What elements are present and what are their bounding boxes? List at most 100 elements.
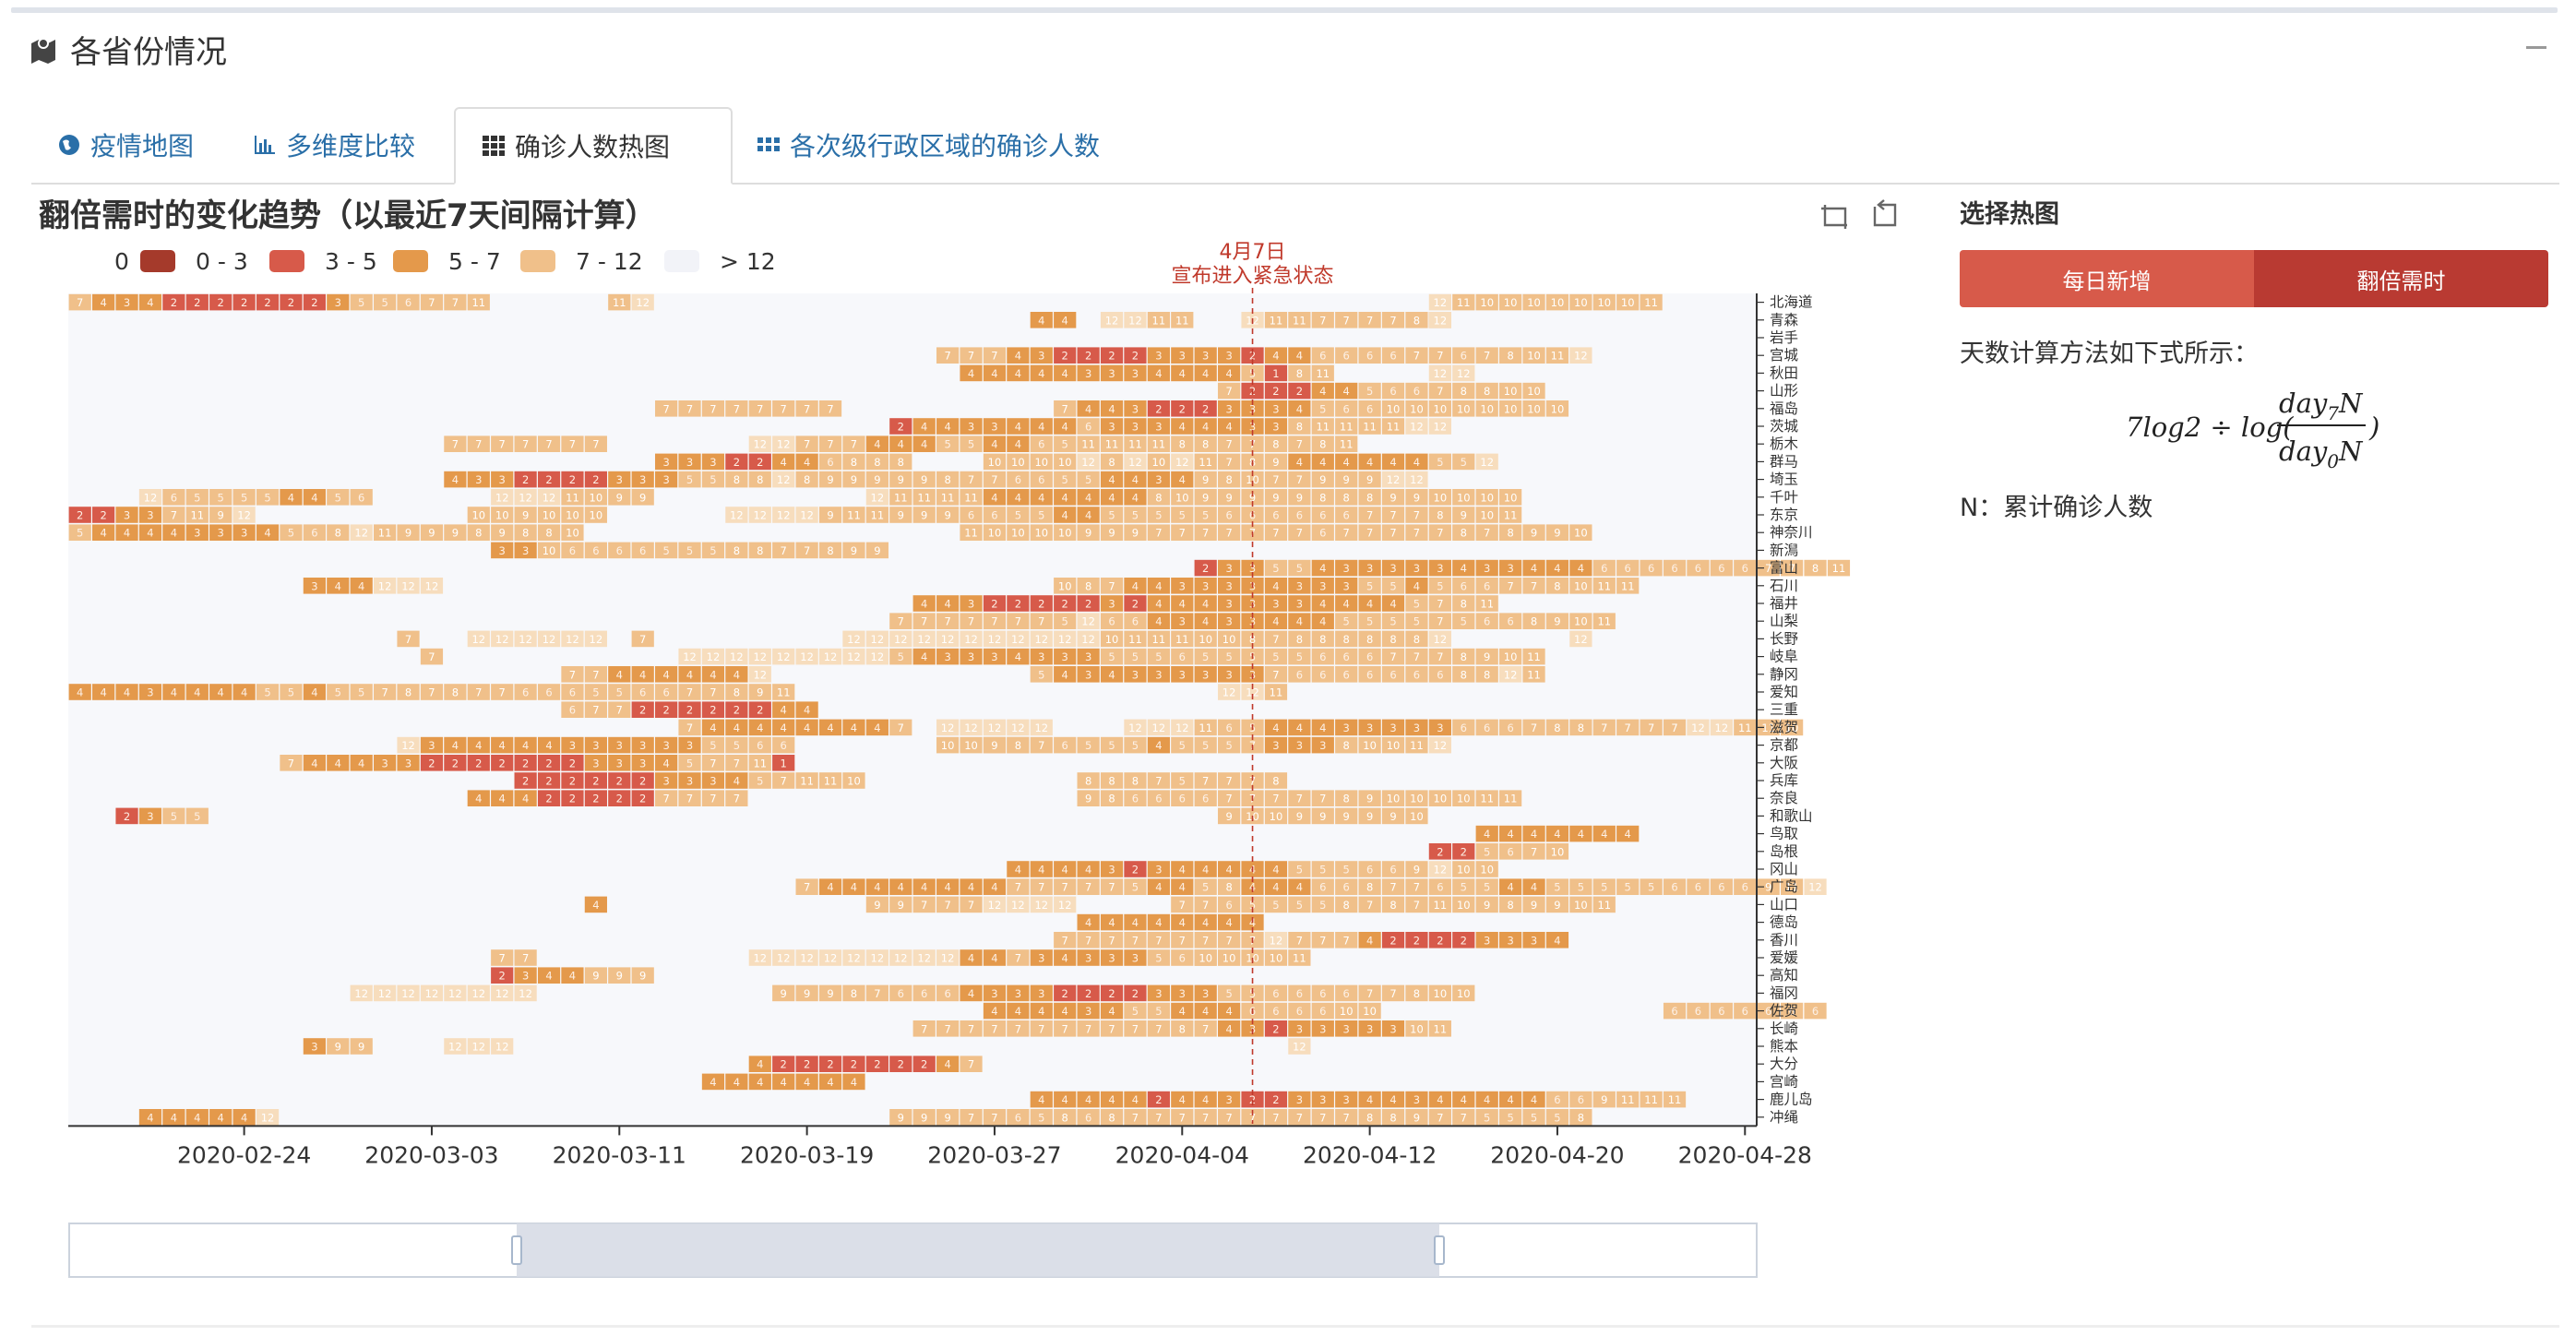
cell-label: 5 (1155, 509, 1162, 522)
cell-label: 3 (1319, 1093, 1326, 1106)
heatmap-cell (1100, 489, 1124, 506)
heatmap-cell (1640, 559, 1663, 577)
heatmap-cell (1124, 648, 1147, 665)
doubling-time-button[interactable]: 翻倍需时 (2254, 250, 2548, 307)
tab-heatmap[interactable]: 确诊人数热图 (454, 107, 733, 185)
cell-label: 8 (1319, 438, 1326, 451)
cell-label: 4 (335, 757, 341, 769)
cell-label: 4 (921, 438, 927, 451)
cell-label: 7 (1225, 527, 1232, 540)
cell-label: 2 (1062, 598, 1068, 611)
daily-new-button[interactable]: 每日新增 (1960, 250, 2254, 307)
heatmap-cell (1781, 559, 1804, 577)
heatmap-cell (818, 400, 842, 417)
cell-label: 4 (1155, 598, 1162, 611)
heatmap-cell (138, 293, 162, 311)
cell-label: 7 (1038, 615, 1044, 628)
cell-label: 10 (590, 491, 603, 504)
cell-label: 12 (941, 952, 955, 965)
heatmap-cell (1475, 347, 1498, 364)
heatmap-cell (1405, 648, 1428, 665)
cell-label: 6 (1319, 881, 1326, 894)
heatmap-cell (983, 507, 1007, 523)
y-tick-label: 富山 (1770, 560, 1798, 577)
cell-label: 8 (1461, 385, 1467, 398)
heatmap-cell (491, 630, 514, 648)
collapse-button[interactable] (2526, 28, 2550, 65)
cell-label: 4 (1366, 1093, 1373, 1106)
cell-label: 3 (1343, 1093, 1350, 1106)
cell-label: 10 (1222, 633, 1236, 646)
cell-label: 7 (968, 350, 974, 363)
zoom-reset-icon[interactable] (1873, 199, 1897, 227)
cell-label: 12 (495, 633, 509, 646)
heatmap-cell (561, 489, 584, 506)
cell-label: 6 (1272, 1005, 1279, 1018)
cell-label: 4 (851, 881, 857, 894)
heatmap-cell (1405, 347, 1428, 364)
cell-label: 7 (710, 402, 716, 415)
cell-label: 11 (1480, 793, 1494, 805)
heatmap-cell (983, 418, 1007, 435)
heatmap-cell (1171, 418, 1194, 435)
heatmap-cell (1077, 648, 1100, 665)
cell-label: 4 (1085, 402, 1091, 415)
cell-label: 11 (1199, 722, 1212, 734)
heatmap-cell (983, 648, 1007, 665)
cell-label: 8 (522, 527, 529, 540)
zoom-select-icon[interactable] (1821, 205, 1847, 229)
cell-label: 12 (1808, 881, 1822, 894)
cell-label: 12 (495, 491, 509, 504)
cell-label: 9 (827, 987, 833, 1000)
cell-label: 3 (1155, 987, 1162, 1000)
cell-label: 5 (1132, 881, 1139, 894)
cell-label: 7 (1601, 722, 1607, 734)
cell-label: 10 (1270, 952, 1283, 965)
heatmap-cell (1030, 312, 1053, 328)
heatmap-cell (936, 595, 960, 612)
cell-label: 2 (264, 296, 270, 309)
heatmap-cell (772, 400, 795, 417)
heatmap-cell (1218, 507, 1241, 523)
cell-label: 7 (1319, 314, 1326, 327)
cell-label: 9 (218, 509, 224, 522)
cell-label: 4 (1038, 1005, 1044, 1018)
cell-label: 5 (381, 296, 388, 309)
cell-label: 9 (1108, 527, 1115, 540)
heatmap-cell (960, 595, 983, 612)
cell-label: 4 (1413, 579, 1420, 592)
cell-label: 3 (1343, 1022, 1350, 1035)
cell-label: 12 (1715, 722, 1729, 734)
heatmap-cell (1452, 453, 1475, 471)
tab-epidemic-map[interactable]: 疫情地图 (31, 107, 220, 183)
datazoom-slider[interactable] (68, 1223, 1758, 1278)
cell-label: 3 (1296, 579, 1303, 592)
cell-label: 4 (218, 686, 224, 699)
heatmap-cell (1007, 435, 1030, 452)
heatmap-cell (1428, 293, 1451, 311)
cell-label: 8 (757, 544, 763, 557)
heatmap-cell (1171, 578, 1194, 594)
cell-label: 3 (1132, 952, 1139, 965)
cell-label: 7 (1225, 793, 1232, 805)
heatmap-cell (1030, 435, 1053, 452)
y-tick-label: 高知 (1770, 967, 1798, 984)
cell-label: 9 (921, 473, 927, 486)
cell-label: 9 (1554, 527, 1560, 540)
cell-label: 4 (264, 527, 270, 540)
cell-label: 4 (194, 1111, 200, 1124)
heatmap-cell (1100, 630, 1124, 648)
cell-label: 3 (1225, 350, 1232, 363)
tab-multi-compare[interactable]: 多维度比较 (227, 107, 441, 183)
cell-label: 2 (1015, 598, 1021, 611)
cell-label: 5 (358, 296, 364, 309)
heatmap-cell (1335, 312, 1358, 328)
cell-label: 2 (1132, 598, 1139, 611)
cell-label: 8 (1413, 987, 1420, 1000)
formula-lead: 7log2 ÷ log( (2126, 412, 2294, 443)
cell-label: 9 (1225, 810, 1232, 823)
heatmap-background (68, 293, 1757, 1127)
heatmap-cell (1757, 559, 1780, 577)
heatmap-cell (608, 542, 631, 559)
tab-subregion[interactable]: 各次级行政区域的确诊人数 (731, 107, 1126, 183)
